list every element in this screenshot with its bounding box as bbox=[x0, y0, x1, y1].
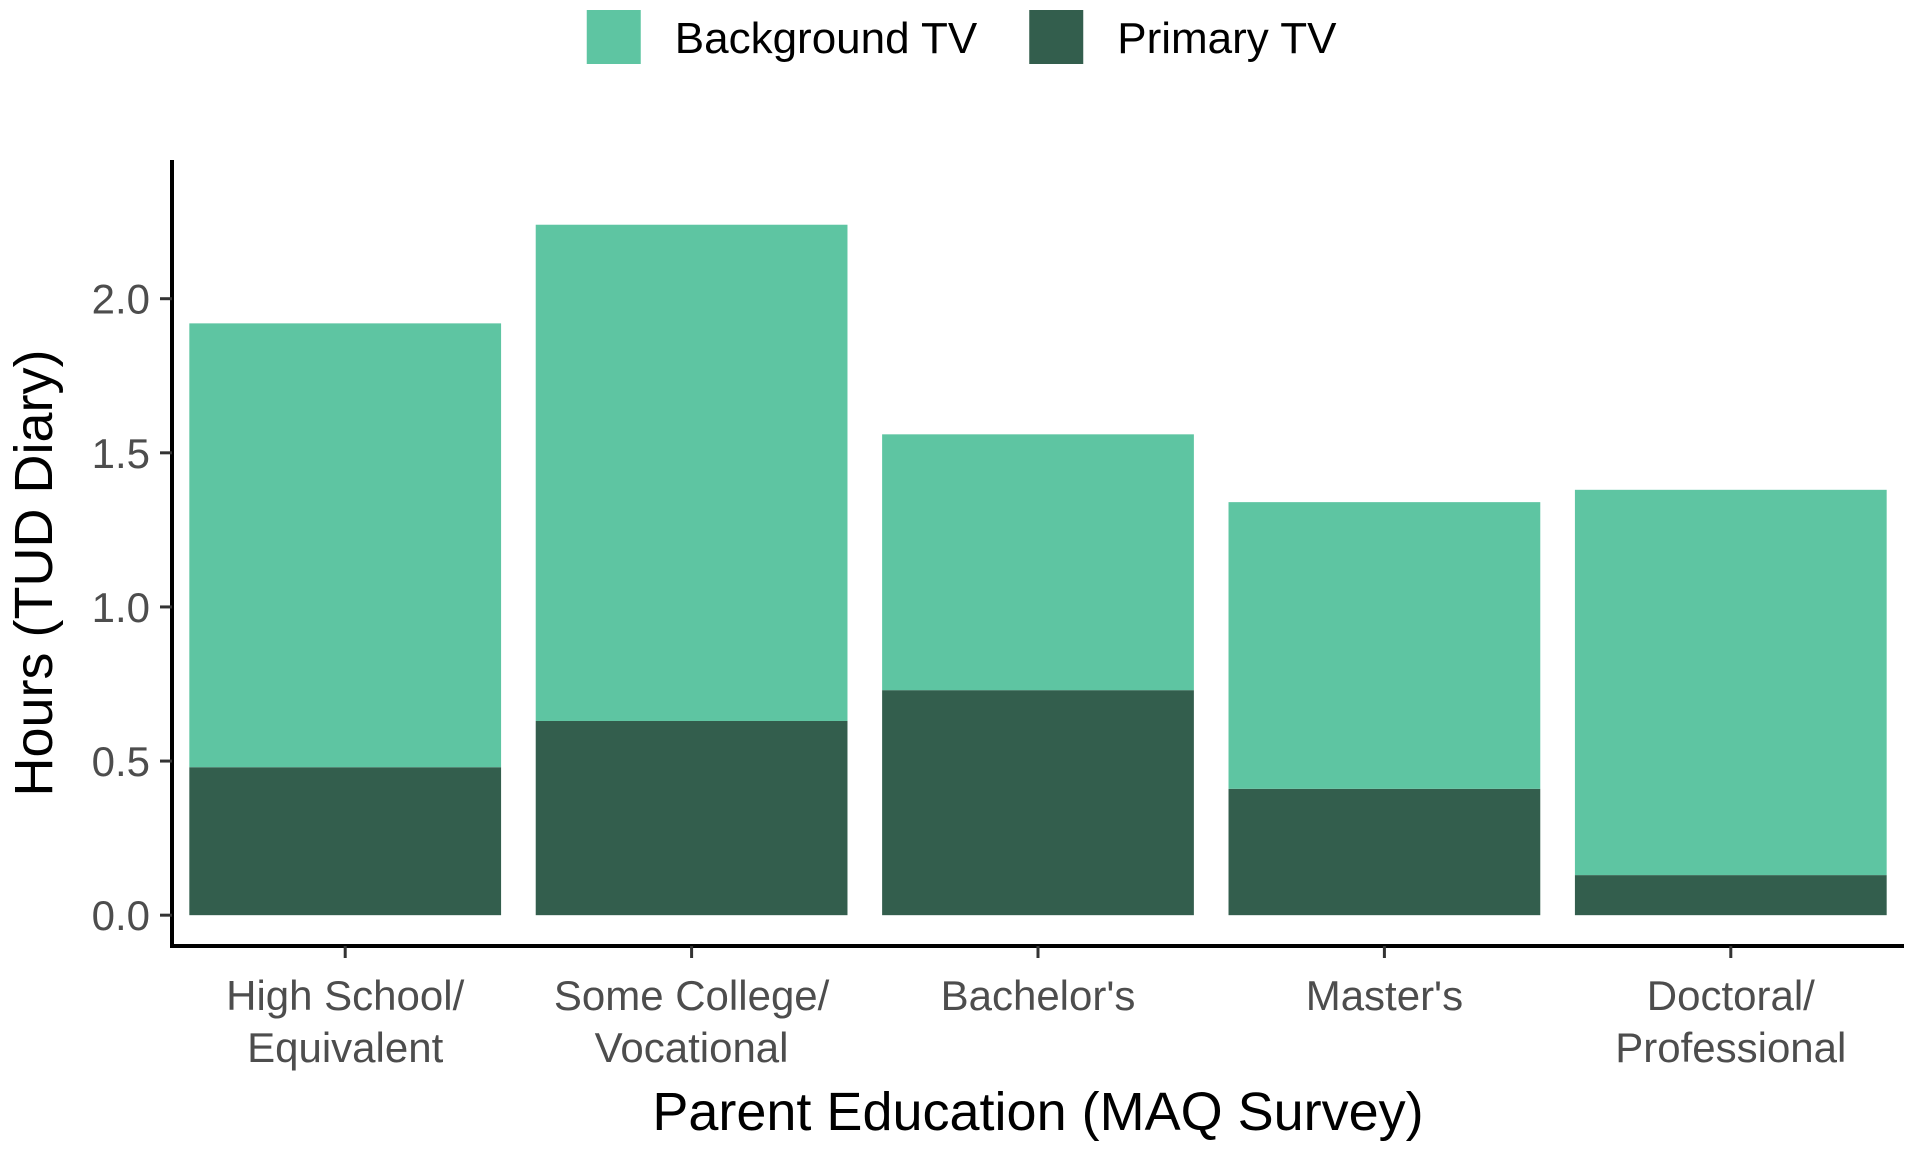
x-tick-label: Doctoral/Professional bbox=[1615, 972, 1846, 1071]
bar-primary-tv-1 bbox=[535, 720, 848, 916]
legend-key-background-tv bbox=[586, 10, 641, 64]
y-ticks: 0.0 0.5 1.0 1.5 2.0 bbox=[92, 276, 172, 939]
bar-background-tv-3 bbox=[1228, 502, 1541, 789]
bars bbox=[189, 224, 1887, 916]
bar-background-tv-1 bbox=[535, 224, 848, 721]
bar-background-tv-0 bbox=[189, 323, 502, 768]
y-tick-label: 2.0 bbox=[92, 276, 150, 323]
x-ticks: High School/Equivalent Some College/Vocat… bbox=[226, 946, 1846, 1071]
x-tick-label: Master's bbox=[1306, 972, 1463, 1019]
bar-primary-tv-4 bbox=[1574, 875, 1887, 916]
bar-background-tv-4 bbox=[1574, 489, 1887, 876]
bar-primary-tv-0 bbox=[189, 767, 502, 916]
y-tick-label: 1.5 bbox=[92, 430, 150, 477]
bar-primary-tv-2 bbox=[882, 690, 1194, 916]
x-tick-label: Bachelor's bbox=[941, 972, 1136, 1019]
x-tick-label: High School/Equivalent bbox=[226, 972, 464, 1071]
y-tick-label: 1.0 bbox=[92, 584, 150, 631]
legend: Background TV Primary TV bbox=[586, 10, 1337, 64]
y-axis-title: Hours (TUD Diary) bbox=[4, 349, 64, 796]
y-tick-label: 0.5 bbox=[92, 738, 150, 785]
x-tick-label: Some College/Vocational bbox=[554, 972, 830, 1071]
bar-primary-tv-3 bbox=[1228, 788, 1541, 916]
legend-label: Background TV bbox=[675, 14, 978, 63]
x-axis-title: Parent Education (MAQ Survey) bbox=[652, 1082, 1423, 1142]
legend-label: Primary TV bbox=[1117, 14, 1337, 63]
legend-key-primary-tv bbox=[1029, 10, 1084, 64]
bar-background-tv-2 bbox=[882, 434, 1194, 691]
y-tick-label: 0.0 bbox=[92, 892, 150, 939]
